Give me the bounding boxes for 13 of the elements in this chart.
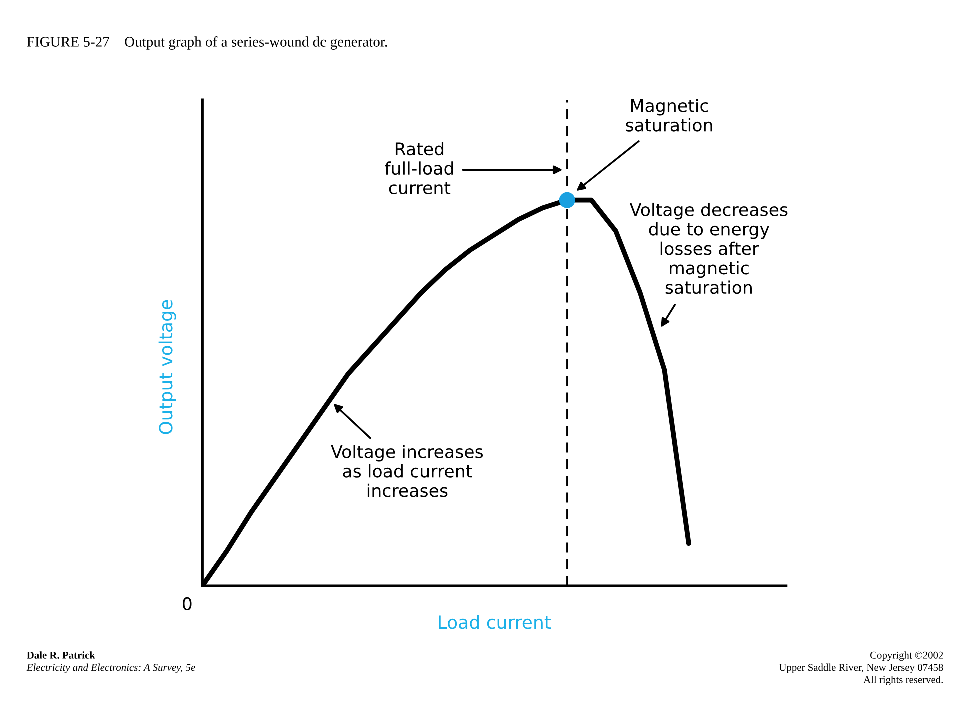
text: All rights reserved. [864,676,943,686]
y-axis-title: Output voltage [158,300,176,434]
annotation: Voltage increases as load current increases [331,445,484,498]
text: Upper Saddle River, New Jersey 07458 [779,664,944,674]
text: Rated full-load current [385,142,454,195]
x-axis-title: Load current [439,615,552,630]
text: Copyright ©2002 [870,652,944,662]
text: Electricity and Electronics: A Survey, 5e [26,664,196,674]
chart-title: FIGURE 5-27 Output graph of a series-wound dc generator. [27,36,388,50]
text: 0 [183,597,192,611]
text: Dale R. Patrick [27,652,96,659]
text: Magnetic saturation [626,98,712,132]
annotation: Voltage decreases due to energy losses after magnetic saturation [630,202,788,294]
